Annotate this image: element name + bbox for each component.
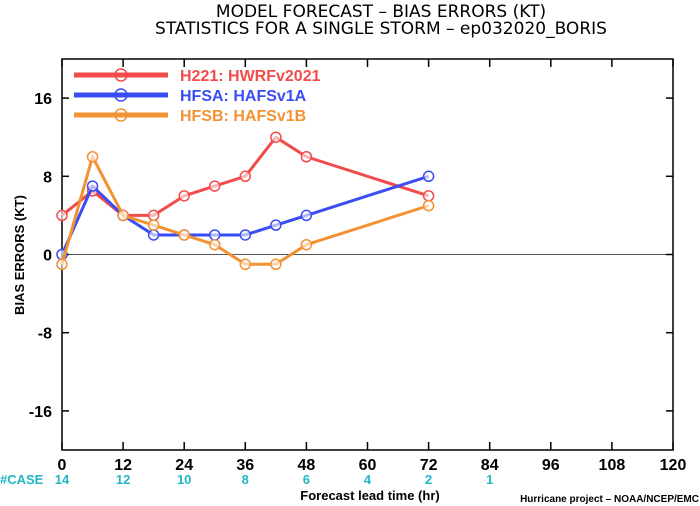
legend-label: HFSA: HAFSv1A: [180, 88, 307, 105]
data-point: [209, 180, 221, 192]
series-line: [60, 155, 430, 266]
data-point: [86, 151, 99, 163]
series-2: [56, 151, 435, 271]
y-tick-label: -8: [38, 326, 52, 343]
x-tick-label: 0: [58, 457, 67, 474]
data-point: [56, 209, 68, 222]
data-point: [209, 238, 221, 251]
data-point: [209, 229, 221, 241]
data-point: [147, 229, 160, 241]
x-axis-label: Forecast lead time (hr): [300, 488, 439, 503]
legend-label: H221: HWRFv2021: [180, 68, 321, 85]
y-tick-label: 8: [43, 169, 52, 186]
data-point: [178, 229, 190, 241]
case-count: 1: [486, 472, 493, 487]
x-tick-label: 72: [420, 457, 438, 474]
case-count: 6: [303, 472, 310, 487]
x-tick-label: 60: [359, 457, 377, 474]
data-point: [422, 170, 435, 183]
x-tick-label: 12: [114, 457, 132, 474]
data-point: [56, 258, 68, 271]
case-count: 10: [177, 472, 191, 487]
case-count: 12: [116, 472, 130, 487]
x-tick-label: 108: [599, 457, 626, 474]
legend-label: HFSB: HAFSv1B: [180, 108, 306, 125]
y-axis-label: BIAS ERRORS (KT): [12, 195, 27, 315]
data-point: [239, 258, 252, 271]
x-tick-label: 84: [481, 457, 499, 474]
x-tick-label: 36: [236, 457, 254, 474]
y-tick-label: -16: [29, 404, 52, 421]
series-line: [60, 174, 430, 256]
legend-marker: [114, 68, 128, 82]
credit-text: Hurricane project – NOAA/NCEP/EMC: [520, 494, 699, 505]
data-point: [270, 131, 282, 143]
data-point: [147, 219, 160, 231]
case-count: 14: [55, 472, 70, 487]
case-count: 4: [364, 472, 372, 487]
y-tick-label: 0: [43, 248, 52, 265]
data-point: [300, 238, 313, 251]
chart-title: MODEL FORECAST – BIAS ERRORS (KT): [216, 2, 546, 22]
data-point: [422, 199, 435, 212]
chart-subtitle: STATISTICS FOR A SINGLE STORM – ep032020…: [155, 19, 607, 39]
case-label: #CASE: [0, 472, 44, 487]
data-point: [239, 229, 252, 241]
data-point: [300, 209, 313, 222]
data-point: [117, 209, 129, 222]
legend: H221: HWRFv2021 HFSA: HAFSv1A HFSB: HAFSv1…: [74, 68, 321, 125]
legend-marker: [114, 108, 128, 122]
case-count: 2: [425, 472, 432, 487]
data-point: [86, 180, 99, 192]
data-point: [178, 190, 190, 202]
legend-marker: [114, 88, 128, 102]
data-point: [147, 209, 160, 222]
y-tick-label: 16: [34, 91, 52, 108]
x-tick-label: 48: [298, 457, 316, 474]
series-line: [61, 135, 430, 217]
series-1: [56, 170, 435, 261]
data-point: [239, 170, 252, 183]
data-point: [270, 258, 282, 271]
x-tick-label: 120: [660, 457, 687, 474]
data-point: [270, 219, 282, 231]
data-point: [300, 151, 313, 163]
case-count: 8: [242, 472, 249, 487]
x-tick-label: 96: [542, 457, 560, 474]
data-point: [422, 190, 435, 202]
x-tick-label: 24: [175, 457, 193, 474]
